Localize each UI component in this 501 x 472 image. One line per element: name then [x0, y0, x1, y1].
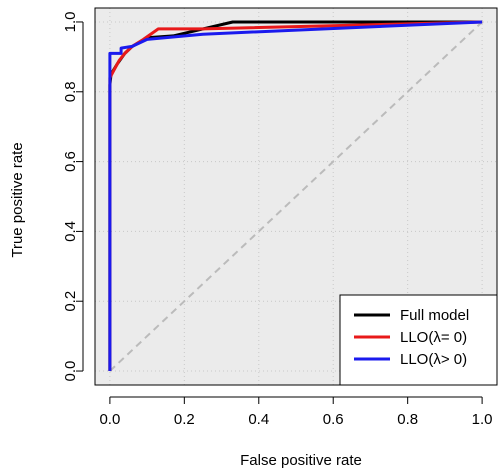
- x-tick-label: 0.6: [323, 411, 344, 428]
- y-tick-label: 0.2: [62, 291, 79, 312]
- plot-frame: [94, 7, 498, 386]
- x-axis: 0.0 0.2 0.4 0.6 0.8 1.0: [99, 396, 493, 428]
- legend-label-3: LLO(λ> 0): [400, 351, 467, 368]
- y-tick-label: 0.8: [62, 81, 79, 102]
- y-tick-label: 0.6: [62, 151, 79, 172]
- legend-box: [339, 294, 498, 386]
- series-lines: [108, 20, 483, 371]
- legend: Full model LLO(λ= 0) LLO(λ> 0): [339, 294, 498, 386]
- y-axis-label: True positive rate: [9, 142, 26, 257]
- series-line-3: [108, 20, 483, 371]
- x-tick-label: 0.4: [248, 411, 269, 428]
- x-tick-label: 0.2: [174, 411, 195, 428]
- y-tick-label: 0.0: [62, 361, 79, 382]
- y-tick-label: 1.0: [62, 12, 79, 33]
- legend-label-1: Full model: [400, 307, 469, 324]
- y-tick-label: 0.4: [62, 221, 79, 242]
- diagonal-reference: [109, 21, 483, 372]
- y-axis: 0.0 0.2 0.4 0.6 0.8 1.0: [62, 12, 84, 382]
- x-tick-label: 0.8: [397, 411, 418, 428]
- series-line-2: [108, 20, 483, 371]
- x-tick-label: 0.0: [99, 411, 120, 428]
- diagonal-reference-line: [109, 21, 483, 372]
- x-tick-label: 1.0: [472, 411, 493, 428]
- plot-border: [94, 7, 498, 386]
- x-axis-label: False positive rate: [240, 452, 362, 469]
- legend-label-2: LLO(λ= 0): [400, 329, 467, 346]
